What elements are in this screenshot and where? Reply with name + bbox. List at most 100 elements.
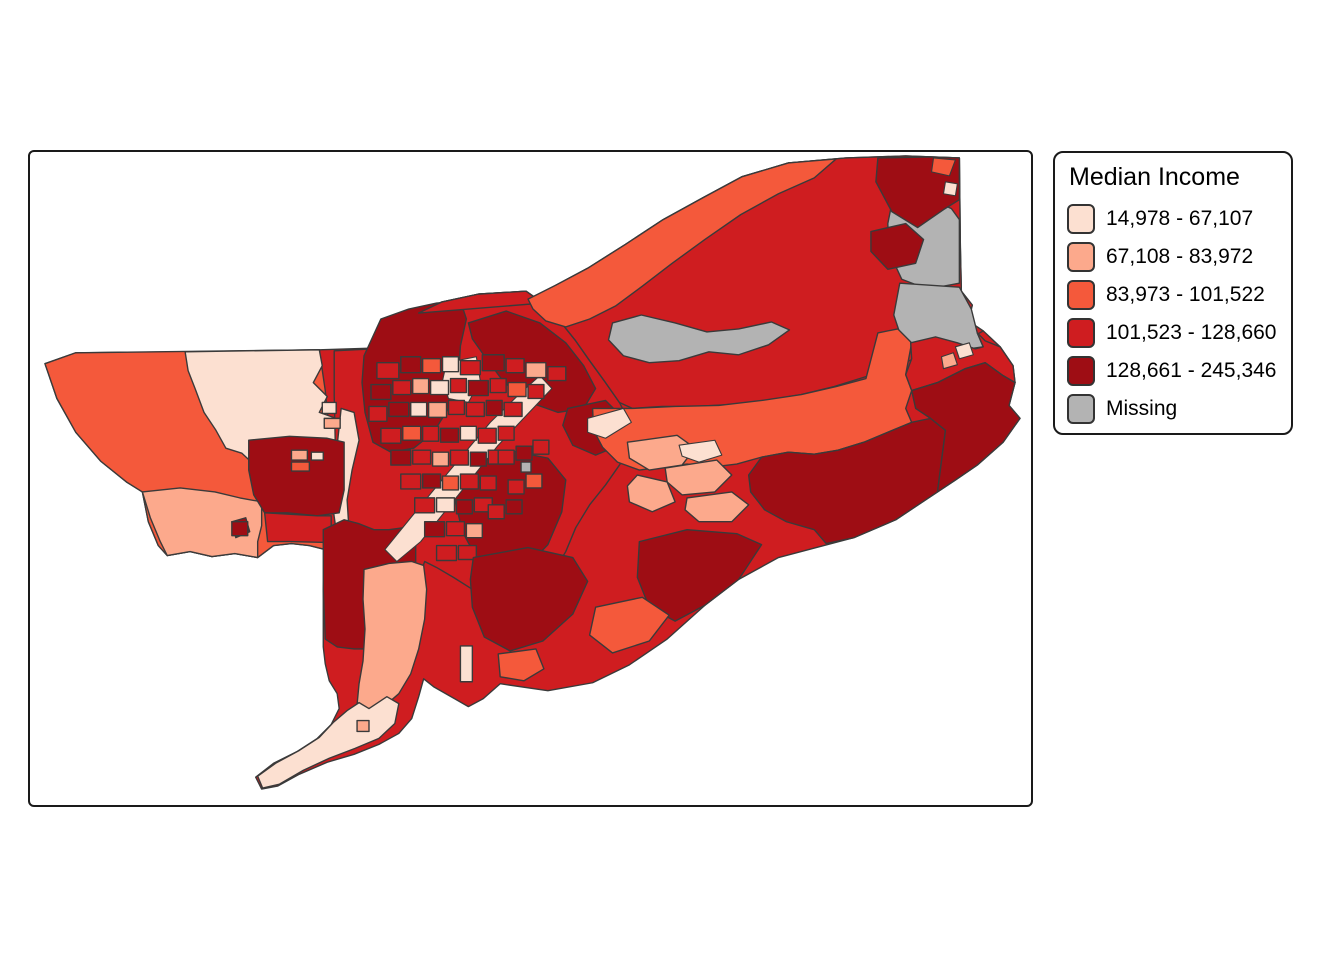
urban-tract (485, 399, 503, 417)
urban-tract (400, 356, 422, 374)
tract-south-orange-2 (497, 648, 545, 682)
legend-label: 83,973 - 101,522 (1106, 283, 1265, 306)
urban-tract-mosaic (231, 212, 894, 562)
urban-tract (515, 445, 533, 461)
urban-tract (447, 399, 466, 416)
tract-pale-column (459, 645, 474, 683)
tract-peach-tail (256, 695, 400, 789)
tract-salmon-cluster-pale (678, 439, 723, 463)
urban-tract (479, 475, 497, 491)
tract-salmon-peninsula (356, 560, 428, 716)
urban-tract (507, 479, 525, 495)
tract-east-pale-bit2 (940, 352, 958, 370)
urban-tract (388, 401, 410, 418)
urban-tract (532, 439, 550, 455)
urban-tract (376, 362, 400, 380)
urban-tract (449, 377, 468, 394)
legend-label: 101,523 - 128,660 (1106, 321, 1277, 344)
urban-tract (392, 379, 412, 396)
urban-tract (410, 401, 428, 418)
urban-tract (507, 381, 527, 398)
tract-gray-central (607, 314, 791, 364)
urban-tract (435, 497, 456, 513)
urban-tract (435, 544, 458, 562)
urban-tract (465, 523, 483, 539)
legend-swatch-class2 (1067, 242, 1095, 272)
urban-tract (423, 521, 446, 538)
urban-tract (290, 449, 309, 461)
tract-salmon-belt (141, 487, 263, 559)
urban-tract (441, 475, 460, 491)
urban-tract (441, 356, 460, 373)
urban-tract (390, 449, 412, 466)
legend-label: Missing (1106, 397, 1178, 420)
tract-south-orange-1 (588, 596, 670, 654)
legend-item: 14,978 - 67,107 (1067, 200, 1291, 238)
urban-tract (525, 362, 547, 379)
urban-tract (421, 358, 442, 374)
urban-tract (459, 473, 480, 490)
urban-tract (445, 521, 466, 537)
urban-tract (290, 461, 311, 472)
urban-tract (412, 449, 432, 465)
urban-tract (467, 379, 489, 397)
urban-tract (321, 401, 337, 415)
urban-tract (449, 449, 470, 466)
tract-layer (44, 155, 1021, 790)
urban-tract (497, 425, 515, 441)
legend-label: 67,108 - 83,972 (1106, 245, 1254, 268)
choropleth-map (44, 155, 1021, 790)
urban-tract (414, 497, 436, 514)
urban-tract (481, 354, 505, 372)
urban-tract (520, 461, 532, 473)
urban-tract (231, 521, 249, 537)
tract-east-pale-bit1 (954, 342, 974, 360)
urban-tract (547, 365, 567, 382)
urban-tract (402, 425, 422, 441)
urban-tract (503, 401, 523, 418)
tract-east-dark-wedge (910, 362, 1021, 493)
urban-tract (489, 377, 507, 394)
tract-corner-peach-bit (942, 181, 958, 197)
legend-item: 101,523 - 128,660 (1067, 314, 1291, 352)
tract-ne-dark-blob2 (870, 222, 925, 270)
urban-tract (459, 425, 478, 441)
legend-swatch-class1 (1067, 204, 1095, 234)
tract-magna-dark (248, 435, 345, 517)
urban-tract (310, 451, 324, 461)
urban-tract (505, 499, 523, 515)
urban-tract (497, 449, 515, 465)
urban-tract (380, 427, 402, 444)
urban-tract (465, 401, 485, 418)
urban-tract (421, 425, 440, 442)
tract-se-dark-1 (469, 546, 589, 652)
urban-tract (477, 427, 497, 444)
tract-ne-orange-band (527, 158, 837, 328)
urban-tract (527, 383, 545, 400)
urban-tract (370, 383, 392, 401)
urban-tract (487, 504, 505, 520)
legend-swatch-class4 (1067, 318, 1095, 348)
urban-tract (429, 379, 450, 396)
urban-tract (469, 451, 487, 467)
legend-item: 83,973 - 101,522 (1067, 276, 1291, 314)
urban-tract (427, 401, 448, 419)
legend-title: Median Income (1069, 163, 1240, 191)
urban-tract (525, 473, 543, 489)
urban-tract (459, 360, 482, 376)
tract-red-band-sw (263, 512, 332, 544)
urban-tract (412, 377, 430, 395)
legend-swatch-class3 (1067, 280, 1095, 310)
legend-item: 128,661 - 245,346 (1067, 352, 1291, 390)
legend-item: Missing (1067, 390, 1291, 428)
legend-label: 14,978 - 67,107 (1106, 207, 1254, 230)
urban-tract (421, 473, 442, 489)
tract-millcreek-pale (587, 407, 632, 439)
tract-salmon-cluster-4 (684, 491, 750, 523)
tract-tail-dot (356, 719, 370, 733)
urban-tract (400, 473, 422, 490)
urban-tract (505, 358, 525, 374)
tract-salmon-cluster-3 (626, 474, 676, 513)
map-panel (28, 150, 1033, 807)
